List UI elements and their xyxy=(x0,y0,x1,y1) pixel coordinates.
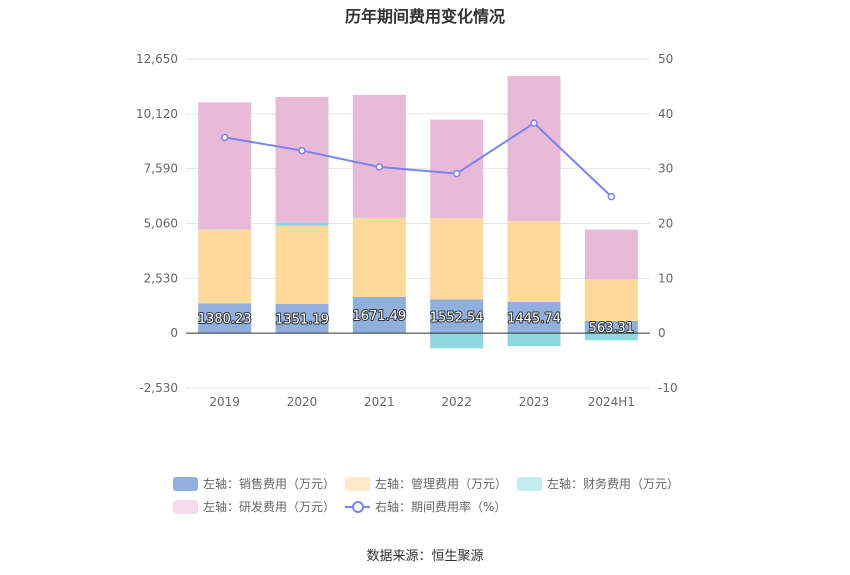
right-tick-label: -10 xyxy=(658,381,678,395)
x-tick-label: 2019 xyxy=(209,395,240,409)
bar-sales xyxy=(430,299,484,334)
left-tick-label: 10,120 xyxy=(136,107,178,121)
bar-admin xyxy=(198,229,252,304)
x-tick-label: 2020 xyxy=(287,395,318,409)
sales-data-label: 1445.74 xyxy=(507,311,561,326)
x-tick-label: 2022 xyxy=(441,395,472,409)
bar-admin xyxy=(430,218,484,300)
bar-admin xyxy=(352,217,406,297)
grid-layer xyxy=(186,58,650,389)
bar-finance xyxy=(507,333,561,347)
left-tick-label: -2,530 xyxy=(139,381,178,395)
left-tick-label: 5,060 xyxy=(144,217,178,231)
line-layer xyxy=(220,119,616,201)
bar-finance xyxy=(275,222,329,226)
axis-layer: 12,650 10,120 7,590 5,060 2,530 0 -2,530 50 40 30… xyxy=(136,52,678,409)
right-tick-label: 10 xyxy=(658,271,673,285)
bar-finance xyxy=(352,217,406,218)
sales-data-label: 563.31 xyxy=(589,321,635,336)
rate-point xyxy=(452,169,461,178)
chart-title: 历年期间费用变化情况 xyxy=(344,7,505,26)
bar-rnd xyxy=(507,75,561,222)
bar-rnd xyxy=(275,96,329,223)
left-tick-label: 2,530 xyxy=(144,271,178,285)
sales-data-label: 1671.49 xyxy=(352,309,406,324)
bar-rnd xyxy=(430,119,484,219)
bar-admin xyxy=(275,225,329,304)
bar-rnd xyxy=(352,94,406,218)
right-tick-label: 20 xyxy=(658,217,673,231)
left-tick-label: 7,590 xyxy=(144,162,178,176)
x-tick-label: 2024H1 xyxy=(588,395,635,409)
left-tick-label: 0 xyxy=(170,326,178,340)
rate-point xyxy=(530,119,538,127)
bar-admin xyxy=(584,279,638,321)
sales-data-label: 1380.23 xyxy=(198,312,252,327)
bar-sales xyxy=(352,296,406,334)
sales-data-label: 1351.19 xyxy=(275,313,329,328)
data-source: 数据来源：恒生聚源 xyxy=(366,549,484,564)
bar-rnd xyxy=(584,229,638,280)
bar-finance xyxy=(430,333,484,349)
label-layer: 1380.23 1351.19 1671.49 1552.54 1445.74 563.3… xyxy=(197,308,635,337)
bar-sales xyxy=(198,303,252,334)
bar-admin xyxy=(507,221,561,302)
bar-rnd xyxy=(198,102,252,230)
right-tick-label: 40 xyxy=(658,107,673,121)
sales-data-label: 1552.54 xyxy=(430,310,484,325)
bar-sales xyxy=(584,320,638,334)
rate-point xyxy=(298,146,306,155)
right-tick-label: 0 xyxy=(658,326,666,340)
x-tick-label: 2023 xyxy=(519,395,550,409)
bar-sales xyxy=(275,303,329,334)
bar-sales xyxy=(507,301,561,334)
rate-point xyxy=(607,192,616,201)
rate-line xyxy=(224,121,613,198)
rate-point xyxy=(220,133,229,142)
right-tick-label: 50 xyxy=(658,52,673,66)
bar-finance xyxy=(584,333,638,341)
x-tick-label: 2021 xyxy=(364,395,395,409)
right-tick-label: 30 xyxy=(658,162,673,176)
left-tick-label: 12,650 xyxy=(136,52,178,66)
bar-finance xyxy=(198,229,252,230)
bar-layer xyxy=(198,75,638,349)
rate-point xyxy=(375,163,384,171)
